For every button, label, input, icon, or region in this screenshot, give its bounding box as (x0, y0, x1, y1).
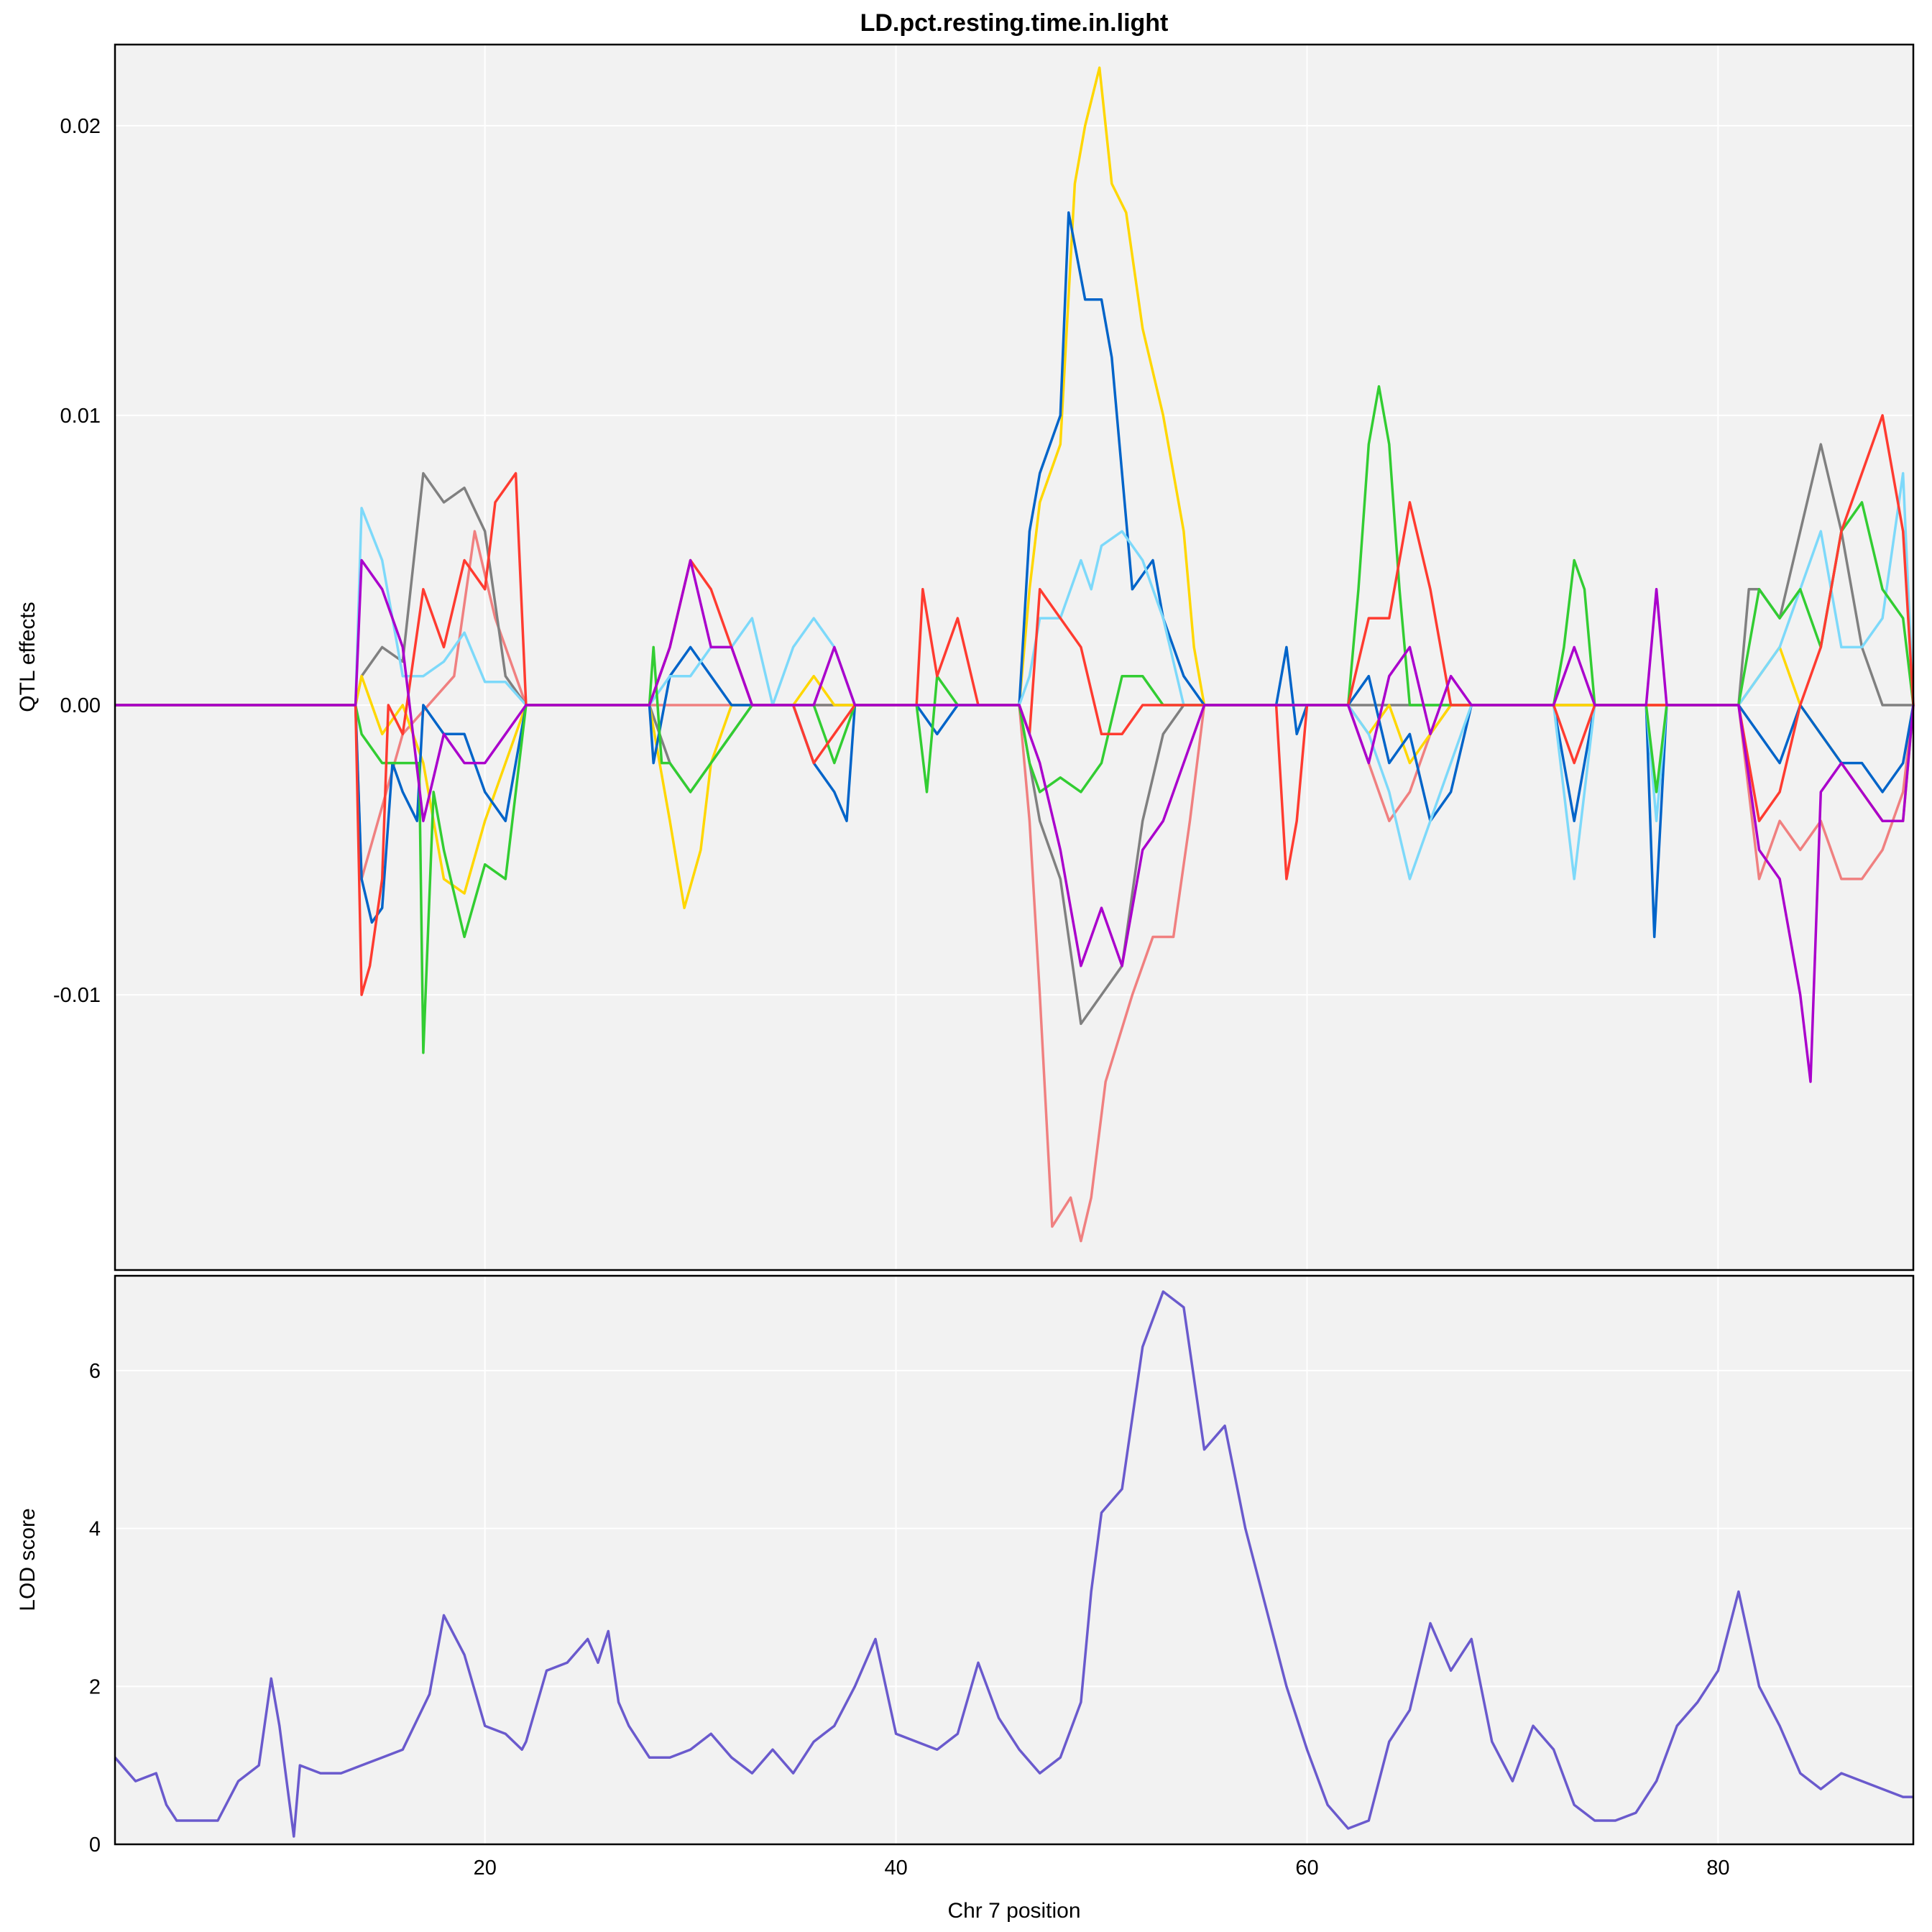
x-tick-label: 60 (1295, 1857, 1318, 1880)
effects-panel-border (114, 43, 1915, 1271)
x-axis: 20 40 60 80 (474, 1857, 1730, 1880)
y-tick-label: 0.02 (60, 115, 101, 138)
effects-panel-background (115, 45, 1913, 1270)
effects-y-axis-label: QTL effects (16, 602, 40, 712)
series-line-magenta (115, 558, 1915, 1083)
effects-lines (115, 66, 1915, 1243)
x-tick-label: 80 (1706, 1857, 1729, 1880)
y-tick-label: 2 (89, 1675, 101, 1698)
y-tick-label: 0.00 (60, 694, 101, 717)
lod-lines (114, 1290, 1913, 1838)
series-line-blue (115, 211, 1915, 939)
series-line-LOD (114, 1290, 1913, 1838)
lod-y-axis-label: LOD score (16, 1508, 40, 1611)
lod-panel-border (114, 1274, 1915, 1846)
series-line-salmon (115, 530, 1915, 1243)
y-tick-label: -0.01 (53, 984, 101, 1007)
y-tick-label: 0.01 (60, 405, 101, 428)
y-tick-label: 4 (89, 1518, 101, 1541)
y-tick-label: 6 (89, 1360, 101, 1383)
chart-title: LD.pct.resting.time.in.light (860, 9, 1169, 37)
lod-panel-background (115, 1276, 1913, 1844)
lod-y-axis: 0 2 4 6 (89, 1360, 101, 1857)
x-tick-label: 40 (884, 1857, 907, 1880)
y-tick-label: 0 (89, 1834, 101, 1857)
effects-y-axis: -0.01 0.00 0.01 0.02 (53, 115, 101, 1007)
x-axis-label: Chr 7 position (947, 1899, 1080, 1923)
x-tick-label: 20 (474, 1857, 497, 1880)
